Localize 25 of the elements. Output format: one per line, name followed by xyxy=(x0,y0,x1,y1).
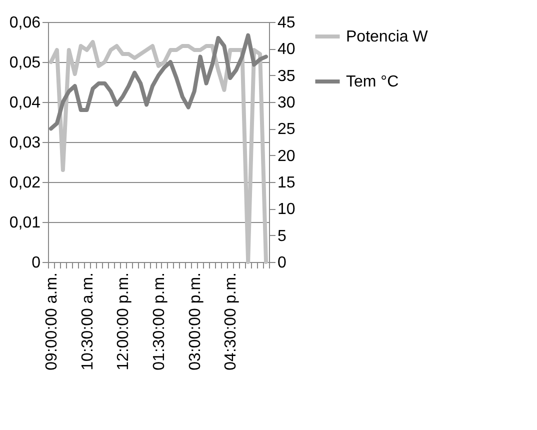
y2-tick-label: 40 xyxy=(278,41,296,58)
y-tick-label: 0,02 xyxy=(9,174,41,192)
y2-tick-label: 30 xyxy=(278,94,296,112)
y-tick-label: 0,05 xyxy=(9,54,41,72)
y2-tick-label: 5 xyxy=(278,228,286,245)
y2-tick-label: 45 xyxy=(278,14,296,32)
y-tick-label: 0 xyxy=(32,254,41,272)
y2-tick-label: 15 xyxy=(278,174,296,192)
x-tick-label: 12:00:00 p.m. xyxy=(115,272,132,370)
x-tick-label: 09:00:00 a.m. xyxy=(43,272,60,370)
legend-label: Tem °C xyxy=(346,74,399,90)
legend-label: Potencia W xyxy=(346,28,429,46)
y2-tick-label: 0 xyxy=(278,254,286,272)
x-tick-label: 10:30:00 a.m. xyxy=(79,272,96,370)
y2-tick-label: 25 xyxy=(278,121,296,138)
y2-tick-label: 20 xyxy=(278,148,296,165)
y2-tick-label: 35 xyxy=(278,68,296,85)
y-tick-label: 0,03 xyxy=(9,134,41,152)
x-tick-label: 03:00:00 p.m. xyxy=(186,272,204,370)
y2-tick-label: 10 xyxy=(278,201,296,218)
y-tick-label: 0,01 xyxy=(9,214,41,232)
y-tick-label: 0,04 xyxy=(9,94,41,112)
y-tick-label: 0,06 xyxy=(9,14,41,32)
x-tick-label: 04:30:00 p.m. xyxy=(222,272,240,370)
x-tick-label: 01:30:00 p.m. xyxy=(151,272,168,370)
